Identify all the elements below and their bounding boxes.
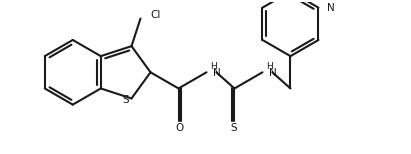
Text: S: S	[122, 95, 129, 105]
Text: H: H	[266, 62, 273, 71]
Text: O: O	[175, 123, 184, 133]
Text: N: N	[327, 3, 335, 13]
Text: N: N	[269, 68, 277, 78]
Text: S: S	[230, 123, 237, 133]
Text: H: H	[210, 62, 217, 71]
Text: Cl: Cl	[150, 10, 161, 20]
Text: N: N	[213, 68, 221, 78]
